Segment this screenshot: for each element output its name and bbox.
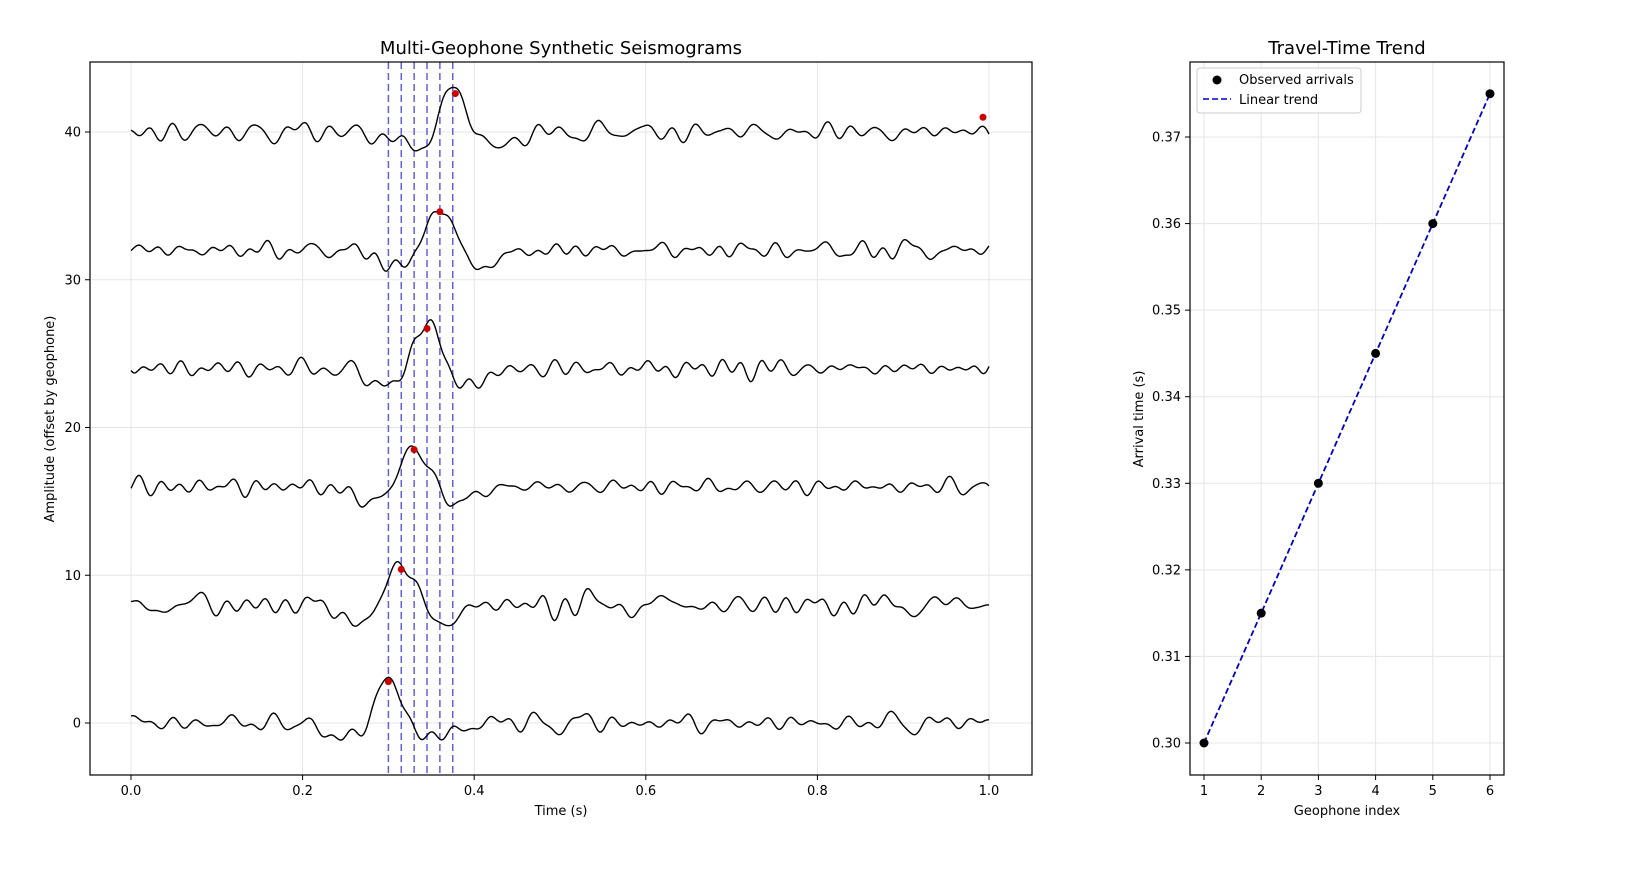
y-tick-label: 0.32 bbox=[1152, 563, 1181, 578]
seismogram-traces bbox=[130, 86, 990, 741]
peak-marker bbox=[423, 325, 431, 333]
x-tick-label: 1.0 bbox=[979, 784, 1000, 799]
left-grid bbox=[90, 62, 1032, 775]
x-tick-label: 0.0 bbox=[121, 784, 142, 799]
seismogram-trace bbox=[130, 86, 990, 152]
x-tick-label: 0.8 bbox=[807, 784, 828, 799]
seismogram-axes: 0.0 0.2 0.4 0.6 0.8 1.0 0 10 20 30 40 Multi-Geoph… bbox=[43, 38, 1033, 819]
right-x-ticks: 1 2 3 4 5 6 bbox=[1200, 775, 1494, 799]
right-chart-title: Travel-Time Trend bbox=[1267, 38, 1425, 59]
legend: Observed arrivals Linear trend bbox=[1196, 67, 1362, 114]
observed-arrival-point bbox=[1428, 219, 1438, 229]
linear-trend-line bbox=[1203, 93, 1491, 744]
travel-time-series bbox=[1199, 89, 1495, 748]
x-tick-label: 0.2 bbox=[292, 784, 313, 799]
peak-markers bbox=[384, 90, 987, 686]
y-tick-label: 10 bbox=[64, 569, 81, 584]
observed-arrivals-legend-icon bbox=[1212, 75, 1222, 85]
y-tick-label: 0 bbox=[73, 717, 81, 732]
seismogram-trace bbox=[130, 676, 989, 741]
y-tick-label: 0.30 bbox=[1152, 737, 1181, 752]
y-tick-label: 0.35 bbox=[1152, 304, 1181, 319]
peak-marker bbox=[384, 678, 392, 686]
y-tick-label: 30 bbox=[64, 273, 81, 288]
left-axes-frame bbox=[89, 61, 1033, 776]
y-tick-label: 40 bbox=[64, 126, 81, 141]
y-tick-label: 0.34 bbox=[1152, 390, 1181, 405]
y-tick-label: 20 bbox=[64, 421, 81, 436]
y-tick-label: 0.31 bbox=[1152, 650, 1181, 665]
x-tick-label: 4 bbox=[1371, 784, 1379, 799]
x-tick-label: 3 bbox=[1314, 784, 1322, 799]
peak-marker bbox=[410, 446, 418, 454]
x-tick-label: 1 bbox=[1200, 784, 1208, 799]
peak-marker bbox=[397, 565, 405, 573]
x-tick-label: 2 bbox=[1257, 784, 1265, 799]
y-tick-label: 0.36 bbox=[1152, 217, 1181, 232]
x-tick-label: 0.4 bbox=[464, 784, 485, 799]
observed-arrival-point bbox=[1485, 89, 1495, 99]
right-axes-frame bbox=[1189, 61, 1505, 776]
observed-arrival-point bbox=[1313, 478, 1323, 488]
left-chart-title: Multi-Geophone Synthetic Seismograms bbox=[380, 38, 742, 59]
observed-arrival-point bbox=[1199, 738, 1209, 748]
x-tick-label: 5 bbox=[1429, 784, 1437, 799]
right-y-ticks: 0.30 0.31 0.32 0.33 0.34 0.35 0.36 0.37 bbox=[1152, 131, 1190, 752]
observed-arrival-point bbox=[1256, 608, 1266, 618]
left-y-ticks: 0 10 20 30 40 bbox=[64, 126, 90, 732]
left-x-ticks: 0.0 0.2 0.4 0.6 0.8 1.0 bbox=[121, 775, 1000, 799]
left-y-axis-label: Amplitude (offset by geophone) bbox=[43, 316, 58, 523]
right-y-axis-label: Arrival time (s) bbox=[1132, 371, 1147, 468]
peak-marker bbox=[451, 90, 459, 98]
x-tick-label: 0.6 bbox=[635, 784, 656, 799]
peak-marker bbox=[436, 208, 444, 216]
seismogram-trace bbox=[130, 210, 990, 272]
observed-arrival-point bbox=[1371, 348, 1381, 358]
seismogram-trace bbox=[130, 445, 990, 508]
right-grid bbox=[1190, 62, 1504, 775]
peak-marker bbox=[979, 113, 987, 121]
right-x-axis-label: Geophone index bbox=[1294, 804, 1401, 819]
legend-label-linear: Linear trend bbox=[1239, 93, 1318, 108]
legend-box bbox=[1196, 67, 1362, 114]
legend-label-observed: Observed arrivals bbox=[1239, 73, 1354, 88]
arrival-time-lines bbox=[387, 62, 454, 775]
y-tick-label: 0.33 bbox=[1152, 477, 1181, 492]
y-tick-label: 0.37 bbox=[1152, 131, 1181, 146]
seismogram-trace bbox=[130, 561, 990, 627]
left-x-axis-label: Time (s) bbox=[534, 804, 588, 819]
seismogram-trace bbox=[130, 319, 990, 389]
x-tick-label: 6 bbox=[1486, 784, 1494, 799]
